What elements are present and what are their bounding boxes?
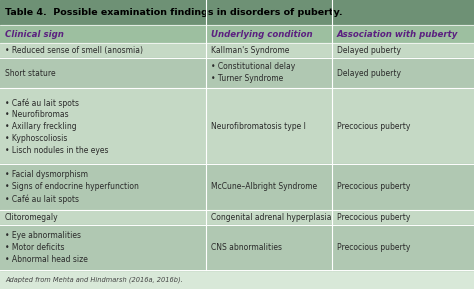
Text: Short stature: Short stature	[5, 69, 55, 78]
Text: Clinical sign: Clinical sign	[5, 29, 64, 39]
Text: • Reduced sense of smell (anosmia): • Reduced sense of smell (anosmia)	[5, 46, 143, 55]
Text: Precocious puberty: Precocious puberty	[337, 122, 410, 131]
Text: McCune–Albright Syndrome: McCune–Albright Syndrome	[211, 182, 317, 191]
Text: • Facial dysmorphism
• Signs of endocrine hyperfunction
• Café au lait spots: • Facial dysmorphism • Signs of endocrin…	[5, 170, 139, 203]
Text: Adapted from Mehta and Hindmarsh (2016a, 2016b).: Adapted from Mehta and Hindmarsh (2016a,…	[5, 276, 183, 283]
Bar	[0, 0, 474, 25]
Bar	[0, 225, 474, 270]
Text: • Café au lait spots
• Neurofibromas
• Axillary freckling
• Kyphoscoliosis
• Lis: • Café au lait spots • Neurofibromas • A…	[5, 98, 109, 155]
Bar	[0, 58, 474, 88]
Text: • Eye abnormalities
• Motor deficits
• Abnormal head size: • Eye abnormalities • Motor deficits • A…	[5, 231, 88, 264]
Text: Precocious puberty: Precocious puberty	[337, 213, 410, 222]
Bar	[0, 25, 474, 43]
Text: Underlying condition: Underlying condition	[211, 29, 313, 39]
Bar	[0, 43, 474, 58]
Text: Precocious puberty: Precocious puberty	[337, 182, 410, 191]
Text: Clitoromegaly: Clitoromegaly	[5, 213, 59, 222]
Text: Delayed puberty: Delayed puberty	[337, 69, 401, 78]
Text: • Constitutional delay
• Turner Syndrome: • Constitutional delay • Turner Syndrome	[211, 62, 295, 83]
Text: Kallman's Syndrome: Kallman's Syndrome	[211, 46, 290, 55]
Text: Neurofibromatosis type I: Neurofibromatosis type I	[211, 122, 306, 131]
Text: Congenital adrenal hyperplasia: Congenital adrenal hyperplasia	[211, 213, 332, 222]
Bar	[0, 88, 474, 164]
Text: Table 4.  Possible examination findings in disorders of puberty.: Table 4. Possible examination findings i…	[5, 8, 343, 17]
Text: Delayed puberty: Delayed puberty	[337, 46, 401, 55]
Bar	[0, 164, 474, 210]
Bar	[0, 210, 474, 225]
Text: Association with puberty: Association with puberty	[337, 29, 458, 39]
Text: Precocious puberty: Precocious puberty	[337, 243, 410, 252]
Text: CNS abnormalities: CNS abnormalities	[211, 243, 282, 252]
